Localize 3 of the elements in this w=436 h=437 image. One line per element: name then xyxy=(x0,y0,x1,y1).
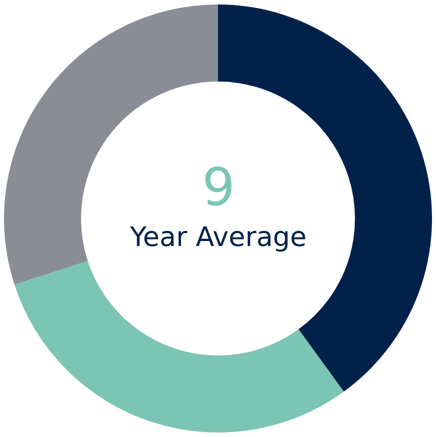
text: Year Average xyxy=(129,222,307,253)
donut-slice xyxy=(14,260,344,432)
text: 9 xyxy=(202,158,236,218)
